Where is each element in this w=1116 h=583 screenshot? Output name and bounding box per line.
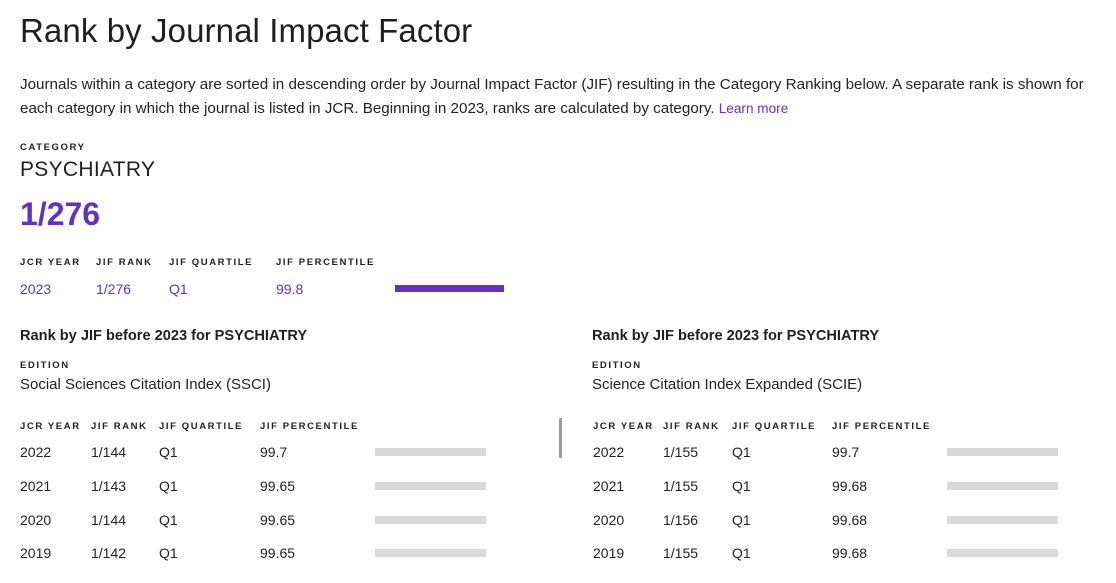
category-label: CATEGORY xyxy=(20,142,86,153)
row-percentile: 99.65 xyxy=(260,478,296,494)
header-jcr-year: JCR YEAR xyxy=(20,421,81,432)
row-rank: 1/144 xyxy=(91,444,127,460)
row-year: 2022 xyxy=(593,444,625,460)
percentile-bar xyxy=(947,549,1058,557)
current-percentile: 99.8 xyxy=(276,281,304,297)
current-year: 2023 xyxy=(20,281,52,297)
header-jif-quartile: JIF QUARTILE xyxy=(732,421,817,432)
row-percentile: 99.65 xyxy=(260,545,296,561)
header-jif-rank: JIF RANK xyxy=(663,421,720,432)
row-percentile: 99.68 xyxy=(832,545,868,561)
row-year: 2019 xyxy=(593,545,625,561)
header-jif-rank: JIF RANK xyxy=(91,421,148,432)
row-quartile: Q1 xyxy=(159,512,178,528)
edition-name: Science Citation Index Expanded (SCIE) xyxy=(592,376,863,393)
row-rank: 1/155 xyxy=(663,478,699,494)
row-year: 2021 xyxy=(593,478,625,494)
row-quartile: Q1 xyxy=(732,478,751,494)
row-quartile: Q1 xyxy=(159,545,178,561)
row-year: 2020 xyxy=(20,512,52,528)
edition-section-title: Rank by JIF before 2023 for PSYCHIATRY xyxy=(592,328,880,344)
row-quartile: Q1 xyxy=(732,444,751,460)
percentile-bar xyxy=(375,549,486,557)
row-percentile: 99.68 xyxy=(832,512,868,528)
header-jcr-year: JCR YEAR xyxy=(20,257,81,268)
row-year: 2021 xyxy=(20,478,52,494)
row-rank: 1/142 xyxy=(91,545,127,561)
row-rank: 1/155 xyxy=(663,545,699,561)
row-quartile: Q1 xyxy=(732,545,751,561)
intro-paragraph: Journals within a category are sorted in… xyxy=(20,73,1110,121)
row-percentile: 99.7 xyxy=(832,444,860,460)
percentile-bar xyxy=(375,448,486,456)
category-name: PSYCHIATRY xyxy=(20,158,156,181)
edition-label: EDITION xyxy=(20,360,70,371)
learn-more-link[interactable]: Learn more xyxy=(718,101,789,116)
edition-name: Social Sciences Citation Index (SSCI) xyxy=(20,376,271,393)
current-percentile-bar xyxy=(395,285,504,292)
header-jif-percentile: JIF PERCENTILE xyxy=(276,257,375,268)
header-jif-quartile: JIF QUARTILE xyxy=(169,257,254,268)
header-jcr-year: JCR YEAR xyxy=(593,421,654,432)
row-rank: 1/155 xyxy=(663,444,699,460)
row-year: 2020 xyxy=(593,512,625,528)
intro-text: Journals within a category are sorted in… xyxy=(20,76,1084,117)
header-jif-percentile: JIF PERCENTILE xyxy=(832,421,931,432)
percentile-bar xyxy=(947,516,1058,524)
edition-label: EDITION xyxy=(592,360,642,371)
row-year: 2019 xyxy=(20,545,52,561)
row-percentile: 99.68 xyxy=(832,478,868,494)
page-title: Rank by Journal Impact Factor xyxy=(20,12,473,49)
header-jif-rank: JIF RANK xyxy=(96,257,153,268)
row-quartile: Q1 xyxy=(732,512,751,528)
row-rank: 1/143 xyxy=(91,478,127,494)
row-year: 2022 xyxy=(20,444,52,460)
header-jif-quartile: JIF QUARTILE xyxy=(159,421,244,432)
edition-section-title: Rank by JIF before 2023 for PSYCHIATRY xyxy=(20,328,308,344)
row-rank: 1/144 xyxy=(91,512,127,528)
percentile-bar xyxy=(375,516,486,524)
current-quartile: Q1 xyxy=(169,281,188,297)
percentile-bar xyxy=(947,482,1058,490)
category-rank: 1/276 xyxy=(20,196,101,232)
percentile-bar xyxy=(375,482,486,490)
row-rank: 1/156 xyxy=(663,512,699,528)
row-percentile: 99.65 xyxy=(260,512,296,528)
scrollbar-handle[interactable] xyxy=(559,418,562,458)
percentile-bar xyxy=(947,448,1058,456)
row-quartile: Q1 xyxy=(159,444,178,460)
row-percentile: 99.7 xyxy=(260,444,288,460)
header-jif-percentile: JIF PERCENTILE xyxy=(260,421,359,432)
row-quartile: Q1 xyxy=(159,478,178,494)
current-rank: 1/276 xyxy=(96,281,132,297)
